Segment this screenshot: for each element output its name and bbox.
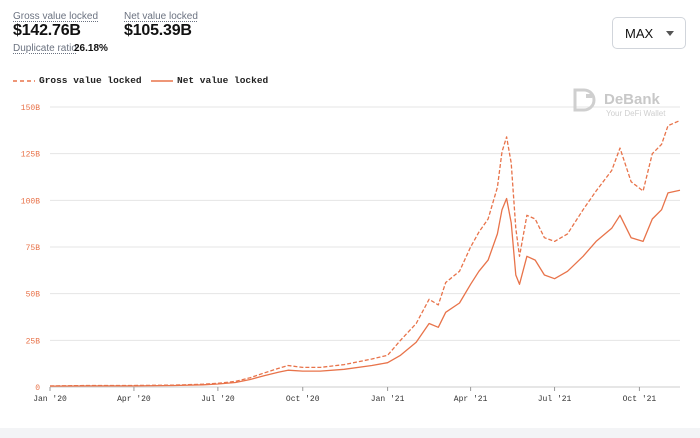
legend-label-net: Net value locked <box>177 75 269 86</box>
y-tick-label: 100B <box>21 197 40 206</box>
net-value-label[interactable]: Net value locked <box>124 11 198 22</box>
series-line-net <box>49 189 681 387</box>
debank-watermark: DeBank Your DeFi Wallet <box>573 88 666 118</box>
solid-line-icon <box>151 80 173 82</box>
y-tick-label: 50B <box>26 291 41 300</box>
axis-layer: 0 25B 50B 75B 100B 125B 150B Jan '20 Apr '20 Jul … <box>21 104 657 404</box>
legend-label-gross: Gross value locked <box>39 75 142 86</box>
y-tick-label: 75B <box>26 244 41 253</box>
watermark-tagline: Your DeFi Wallet <box>606 109 666 118</box>
chevron-down-icon <box>666 31 674 36</box>
y-tick-label: 25B <box>26 337 41 346</box>
tvl-line-chart: DeBank Your DeFi Wallet 0 25B 50B 75B 100B 12… <box>21 88 681 404</box>
footer-band <box>0 428 700 438</box>
gross-value-label[interactable]: Gross value locked <box>13 11 99 22</box>
legend-item-net[interactable]: Net value locked <box>151 75 271 89</box>
y-tick-label: 150B <box>21 104 40 113</box>
duplicate-ratio-label[interactable]: Duplicate ratio <box>13 43 77 54</box>
series-layer <box>49 119 681 387</box>
debank-logo-icon <box>573 88 596 112</box>
x-tick-label: Jul '20 <box>201 395 235 404</box>
y-tick-label: 0 <box>35 384 40 393</box>
x-tick-label: Apr '20 <box>117 395 151 404</box>
time-range-selected: MAX <box>625 26 654 41</box>
watermark-brand: DeBank <box>604 91 661 108</box>
x-tick-label: Oct '20 <box>286 395 320 404</box>
grid-layer <box>50 106 680 388</box>
net-value: $105.39B <box>124 22 192 39</box>
x-tick-label: Jul '21 <box>538 395 572 404</box>
x-tick-label: Jan '20 <box>33 395 67 404</box>
x-tick-label: Apr '21 <box>454 395 488 404</box>
series-line-gross <box>49 119 681 387</box>
gross-value: $142.76B <box>13 22 81 39</box>
x-tick-label: Jan '21 <box>371 395 405 404</box>
duplicate-ratio-value: 26.18% <box>74 43 108 54</box>
y-tick-label: 125B <box>21 151 40 160</box>
time-range-select[interactable]: MAX <box>612 17 686 49</box>
dashed-line-icon <box>13 80 35 82</box>
x-tick-label: Oct '21 <box>623 395 657 404</box>
legend-item-gross[interactable]: Gross value locked <box>13 75 143 89</box>
